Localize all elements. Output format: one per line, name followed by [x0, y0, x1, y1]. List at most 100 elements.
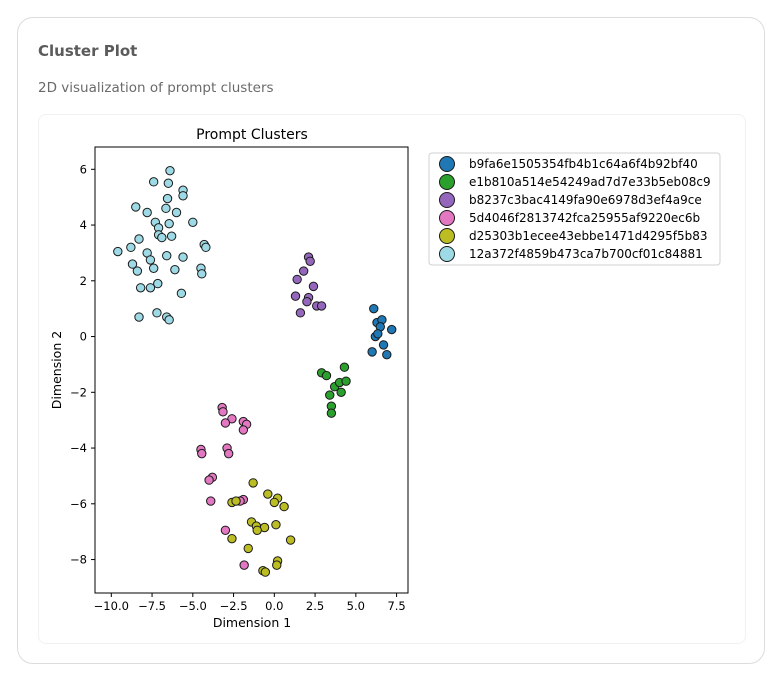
data-point: [341, 376, 351, 386]
data-point: [161, 203, 171, 214]
x-tick-label: 5.0: [347, 599, 365, 613]
data-point: [248, 478, 258, 488]
data-point: [239, 560, 249, 570]
x-tick-label: 0.0: [265, 599, 283, 613]
data-point: [227, 414, 237, 424]
legend-marker: [439, 174, 455, 190]
data-point: [170, 264, 180, 275]
data-point: [336, 387, 346, 397]
legend-marker: [439, 210, 455, 226]
data-point: [145, 283, 156, 293]
data-point: [252, 525, 262, 535]
data-point: [135, 283, 146, 293]
legend-marker: [439, 192, 455, 208]
legend-label: b8237c3bac4149fa90e6978d3ef4a9ce: [469, 193, 702, 207]
data-point: [134, 234, 144, 244]
card-subtitle: 2D visualization of prompt clusters: [38, 80, 274, 96]
data-point: [163, 178, 174, 188]
data-point: [298, 266, 309, 276]
data-point: [206, 496, 216, 506]
y-tick-label: 0: [80, 330, 87, 344]
data-point: [271, 520, 281, 530]
legend-marker: [439, 246, 455, 262]
data-point: [204, 475, 214, 485]
data-point: [148, 177, 159, 187]
y-axis: −8 −6 −4 −2 0 2 4 6: [70, 162, 95, 567]
y-tick-label: 2: [80, 274, 87, 288]
data-point: [295, 308, 306, 318]
data-point: [220, 525, 231, 535]
data-point: [176, 288, 187, 299]
data-point: [308, 281, 319, 292]
data-point: [220, 418, 231, 428]
data-point: [201, 242, 211, 253]
data-point: [373, 329, 383, 339]
x-tick-label: 2.5: [306, 599, 324, 613]
data-point: [166, 231, 177, 241]
data-point: [386, 324, 397, 335]
x-tick-label: −10.0: [94, 599, 129, 613]
data-point: [197, 448, 207, 459]
x-tick-label: −7.5: [138, 599, 166, 613]
legend-marker: [439, 156, 455, 172]
chart-title: Prompt Clusters: [196, 127, 308, 143]
data-point: [325, 390, 335, 400]
data-point: [148, 263, 159, 273]
data-point: [171, 207, 182, 218]
data-point: [197, 269, 207, 279]
legend-label: 5d4046f2813742fca25955af9220ec6b: [469, 211, 700, 225]
data-point: [132, 266, 143, 276]
data-point: [339, 362, 350, 372]
data-point: [260, 567, 271, 577]
legend: b9fa6e1505354fb4b1c64a6f4b92bf40 e1b810a5…: [428, 152, 721, 266]
legend-label: d25303b1ecee43ebbe1471d4295f5b83: [469, 229, 708, 243]
data-point: [279, 501, 289, 512]
data-point: [164, 315, 174, 325]
y-tick-label: 4: [80, 218, 87, 232]
data-point: [188, 217, 198, 227]
data-point: [285, 535, 296, 545]
data-point: [162, 251, 172, 261]
data-point: [378, 340, 389, 350]
data-point: [227, 533, 237, 544]
data-point: [382, 349, 392, 360]
x-axis-label: Dimension 1: [213, 615, 291, 630]
y-tick-label: −2: [70, 385, 87, 399]
data-point: [326, 408, 337, 418]
data-point: [218, 407, 228, 417]
data-point: [316, 301, 327, 311]
data-point: [142, 207, 152, 218]
data-point: [367, 347, 377, 357]
data-point: [127, 259, 138, 269]
data-point: [131, 202, 141, 212]
data-point: [243, 543, 253, 554]
y-tick-label: −4: [70, 441, 87, 455]
x-tick-label: −5.0: [179, 599, 207, 613]
data-point: [134, 312, 144, 322]
legend-label: 12a372f4859b473ca7b700cf01c84881: [469, 247, 703, 261]
data-point: [157, 232, 167, 243]
data-point: [164, 218, 174, 229]
x-tick-label: 7.5: [387, 599, 405, 613]
data-point: [153, 278, 163, 289]
y-tick-label: −6: [70, 497, 87, 511]
data-point: [162, 193, 173, 204]
data-point: [290, 291, 301, 301]
legend-label: e1b810a514e54249ad7d7e33b5eb08c9: [469, 175, 711, 189]
data-point: [302, 297, 312, 307]
legend-marker: [439, 228, 455, 244]
data-point: [292, 274, 302, 285]
data-point: [223, 448, 234, 459]
legend-frame: [428, 152, 721, 266]
y-tick-label: 6: [80, 162, 87, 176]
data-point: [369, 303, 379, 314]
data-point: [321, 370, 332, 381]
data-point: [178, 252, 188, 262]
data-point: [263, 489, 273, 499]
data-point: [145, 255, 156, 265]
data-point: [272, 560, 282, 570]
data-point: [231, 496, 241, 506]
data-point: [238, 425, 249, 435]
data-point: [113, 246, 123, 257]
